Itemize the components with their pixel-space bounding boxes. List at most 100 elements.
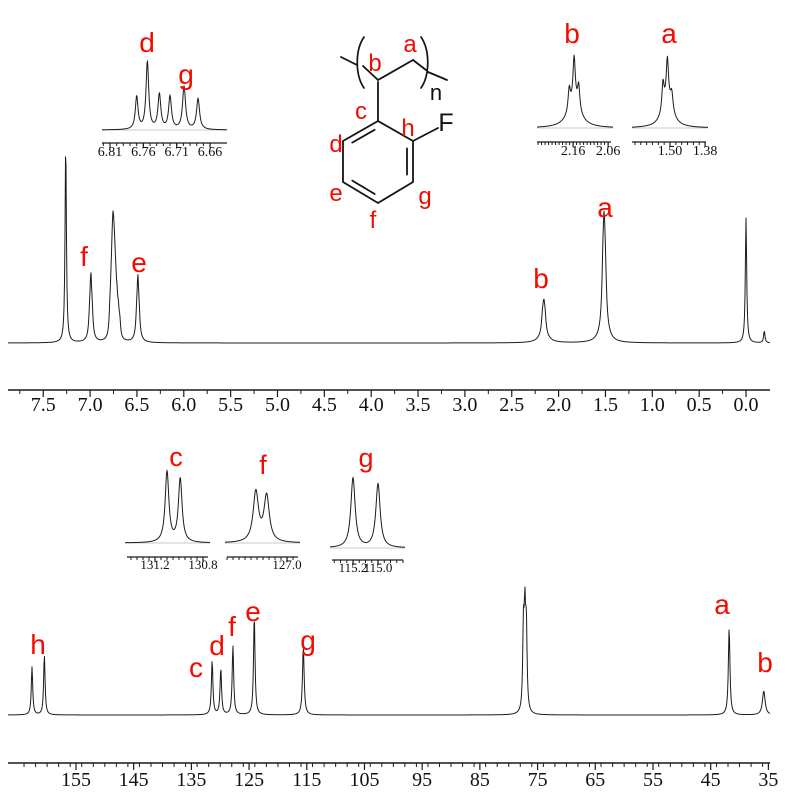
c13-inset-c-tick-label: 131.2 — [140, 557, 169, 572]
h1-main-peak-label-f: f — [80, 241, 88, 272]
h1-main-tick-label: 2.0 — [546, 394, 571, 416]
c13-main-tick-label: 145 — [119, 769, 149, 791]
c13-inset-g-tick-label: 115.2 — [339, 560, 368, 575]
c13-main-tick-label: 155 — [61, 769, 91, 791]
h1-inset-a-tick-label: 1.50 — [658, 144, 683, 159]
c13-main-peak-label-f: f — [228, 611, 236, 642]
h1-inset-aromatic-tick-label: 6.71 — [164, 145, 189, 160]
molecular-structure: F n a b c h d e f g — [329, 31, 453, 234]
h1-inset-a: 1.50 1.38 a — [631, 18, 718, 159]
c13-main-peak-label-g: g — [300, 625, 316, 656]
structure-label-c: c — [355, 98, 367, 125]
structure-label-d: d — [329, 131, 342, 158]
c13-main-tick-label: 85 — [470, 769, 490, 791]
c13-inset-c-peak-label-c: c — [169, 442, 183, 472]
spectra-charts: 7.5 7.0 6.5 6.0 5.5 5.0 4.5 4.0 3.5 3.0 2.5 2.0 1.5 1… — [7, 18, 778, 791]
c13-inset-g-tick-label: 115.0 — [364, 560, 393, 575]
c13-main-tick-label: 125 — [234, 769, 264, 791]
fluorine-label: F — [438, 109, 453, 137]
h1-main-peak-label-a: a — [597, 192, 613, 223]
h1-inset-aromatic-peak-label-d: d — [139, 27, 155, 58]
h1-inset-aromatic-tick-label: 6.66 — [198, 145, 223, 160]
h1-inset-aromatic-tick-label: 6.76 — [131, 145, 156, 160]
c13-inset-c-tick-label: 130.8 — [188, 557, 217, 572]
ring-double-bond-cd — [351, 128, 376, 144]
c13-main-tick-label: 75 — [528, 769, 548, 791]
h1-main-tick-label: 1.0 — [640, 394, 665, 416]
h1-main-tick-label: 2.5 — [499, 394, 524, 416]
h1-main-tick-label: 6.5 — [124, 394, 149, 416]
c13-inset-f-peak-label-f: f — [259, 450, 267, 480]
cf-bond — [412, 127, 439, 142]
c13-inset-g-peak-label-g: g — [358, 443, 373, 473]
repeat-subscript: n — [430, 80, 442, 105]
backbone-bond-3 — [412, 59, 427, 71]
c13-main-tick-label: 95 — [412, 769, 432, 791]
backbone-left-stub-bond — [340, 56, 358, 66]
c13-main-peak-label-e: e — [245, 596, 261, 627]
h1-inset-aromatic-peak-label-g: g — [178, 59, 194, 90]
h1-main-tick-label: 0.5 — [687, 394, 712, 416]
h1-inset-b-tick-label: 2.06 — [596, 144, 621, 159]
structure-label-h: h — [401, 115, 414, 142]
c13-inset-f-tick-label: 127.0 — [272, 557, 301, 572]
h1-main-tick-label: 7.5 — [31, 394, 56, 416]
h1-main-peak-label-b: b — [533, 263, 549, 294]
right-parenthesis — [420, 36, 429, 89]
c13-main-tick-label: 35 — [758, 769, 778, 791]
ring-double-bond-ef — [351, 179, 376, 195]
h1-main-tick-label: 3.0 — [452, 394, 477, 416]
c13-inset-c-trace — [125, 469, 211, 544]
h1-main-tick-label: 6.0 — [171, 394, 196, 416]
structure-label-b: b — [368, 50, 381, 77]
h1-main-tick-label: 7.0 — [78, 394, 103, 416]
h1-main-tick-label: 0.0 — [734, 394, 759, 416]
h1-inset-a-tick-label: 1.38 — [693, 144, 718, 159]
c13-main-tick-label: 45 — [701, 769, 721, 791]
h1-inset-a-peak-label-a: a — [661, 18, 677, 49]
c13-main-tick-label: 115 — [292, 769, 321, 791]
h1-inset-b-tick-label: 2.16 — [561, 144, 586, 159]
c13-inset-f: 127.0 f — [224, 450, 302, 572]
h1-main-tick-label: 4.5 — [312, 394, 337, 416]
h1-inset-b-trace — [536, 54, 614, 128]
backbone-bond-1 — [362, 65, 379, 81]
h1-main: 7.5 7.0 6.5 6.0 5.5 5.0 4.5 4.0 3.5 3.0 2.5 2.0 1.5 1… — [7, 156, 771, 416]
c13-main-trace — [8, 586, 771, 716]
structure-label-a: a — [403, 31, 417, 58]
c13-inset-g-trace — [329, 476, 406, 548]
left-parenthesis — [356, 36, 365, 89]
structure-label-e: e — [329, 180, 342, 207]
backbone-right-stub-bond — [427, 71, 448, 81]
h1-main-tick-label: 3.5 — [406, 394, 431, 416]
c13-main-tick-label: 65 — [585, 769, 605, 791]
structure-label-f: f — [370, 207, 377, 234]
c13-main-peak-label-b: b — [757, 647, 773, 678]
c13-main-peak-label-h: h — [30, 629, 46, 660]
h1-inset-b: 2.16 2.06 b — [536, 18, 621, 159]
h1-main-tick-label: 4.0 — [359, 394, 384, 416]
c13-main-peak-label-d: d — [209, 630, 225, 661]
h1-inset-a-trace — [631, 55, 709, 128]
c13-main-tick-label: 55 — [643, 769, 663, 791]
c13-main-tick-label: 135 — [176, 769, 206, 791]
h1-main-tick-label: 5.5 — [218, 394, 243, 416]
c13-main-peak-label-a: a — [714, 589, 730, 620]
h1-inset-b-peak-label-b: b — [564, 18, 580, 49]
c13-main-tick-label: 105 — [349, 769, 379, 791]
h1-main-trace — [7, 156, 771, 344]
h1-main-tick-label: 1.5 — [593, 394, 618, 416]
c13-main: 155 145 135 125 115 105 95 85 75 65 55 45 35 h cdf e g ab — [8, 586, 778, 791]
h1-inset-aromatic-trace — [102, 60, 228, 131]
h1-inset-aromatic: 6.81 6.76 6.71 6.66 dg — [98, 27, 228, 160]
c13-main-peak-label-c: c — [189, 652, 203, 683]
c13-inset-c: 131.2 130.8 c — [125, 442, 218, 572]
h1-inset-aromatic-tick-label: 6.81 — [98, 145, 123, 160]
structure-label-g: g — [418, 183, 431, 210]
h1-main-tick-label: 5.0 — [265, 394, 290, 416]
h1-main-peak-label-e: e — [131, 247, 147, 278]
backbone-bond-2 — [377, 59, 414, 81]
c13-inset-f-trace — [224, 488, 301, 543]
